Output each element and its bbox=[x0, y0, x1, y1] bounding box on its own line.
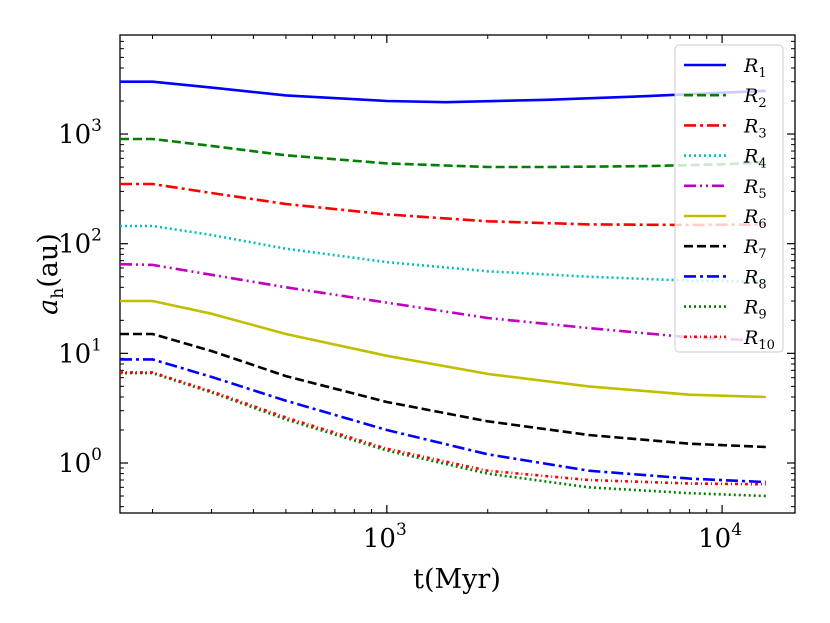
legend-label-r2: R2 bbox=[743, 85, 767, 111]
series-line-r7 bbox=[120, 332, 766, 449]
series-line-r6 bbox=[120, 299, 766, 399]
minor-ticks bbox=[120, 34, 795, 513]
legend-label-r9: R9 bbox=[743, 297, 767, 323]
legend: R1 R2 R3 R4 R5 R6 R7 R8 R9 R10 bbox=[674, 44, 784, 353]
y-axis-label: ah(au) bbox=[33, 233, 68, 315]
x-tick-label: 104 bbox=[698, 520, 742, 554]
legend-label-r4: R4 bbox=[743, 146, 767, 172]
y-tick-label: 101 bbox=[58, 335, 102, 369]
y-tick-label: 102 bbox=[58, 226, 102, 260]
series-line-r10 bbox=[120, 371, 766, 486]
x-axis-label: t(Myr) bbox=[413, 564, 501, 595]
legend-label-r8: R8 bbox=[743, 266, 767, 292]
legend-label-r3: R3 bbox=[743, 115, 767, 141]
x-tick-label: 103 bbox=[363, 520, 407, 554]
legend-label-r7: R7 bbox=[743, 236, 767, 262]
series-line-r8 bbox=[120, 358, 766, 484]
series-line-r3 bbox=[120, 182, 766, 227]
legend-label-r6: R6 bbox=[743, 206, 767, 232]
legend-label-r5: R5 bbox=[743, 176, 767, 202]
legend-frame bbox=[674, 44, 784, 353]
y-tick-label: 103 bbox=[58, 116, 102, 150]
y-tick-label: 100 bbox=[58, 445, 102, 479]
major-ticks: 103 104 100 101 102 103 bbox=[58, 35, 795, 554]
legend-label-r1: R1 bbox=[743, 55, 767, 81]
legend-label-r10: R10 bbox=[743, 327, 775, 353]
series-line-r5 bbox=[119, 262, 766, 343]
